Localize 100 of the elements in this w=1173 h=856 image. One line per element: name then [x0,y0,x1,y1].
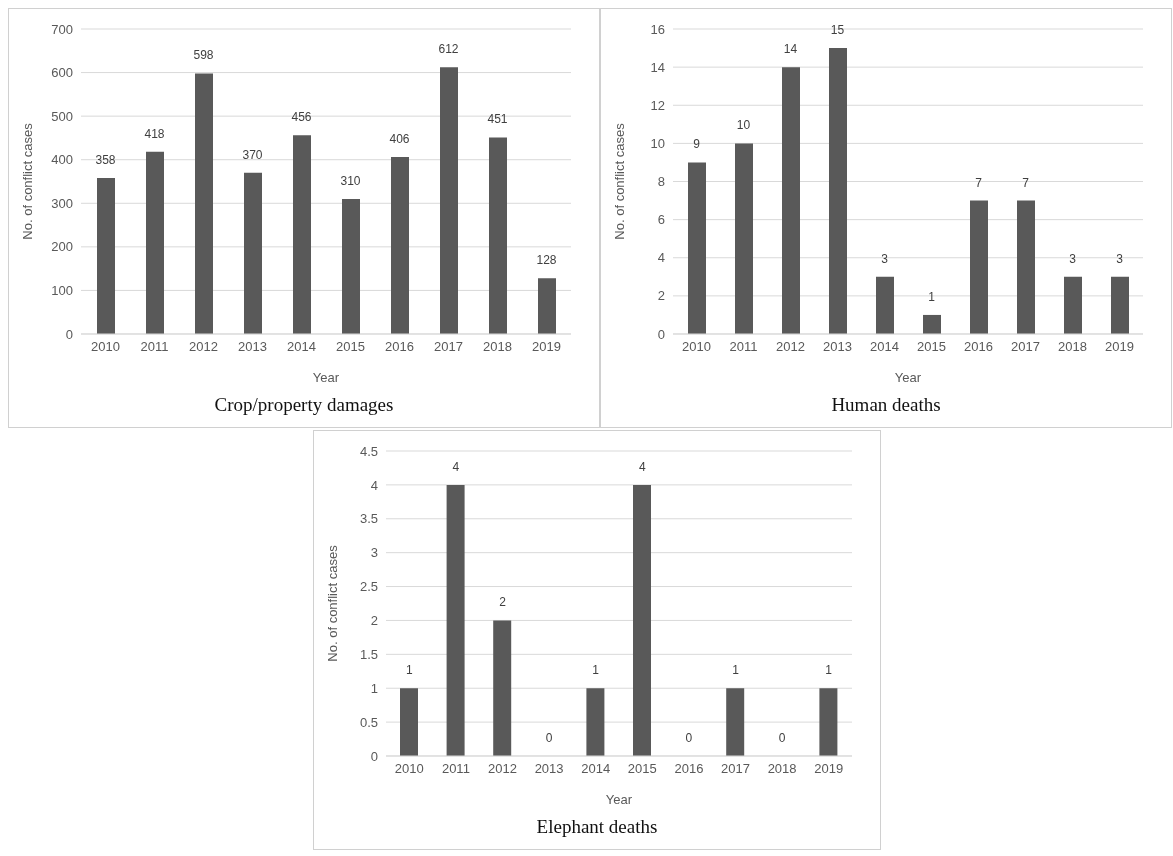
data-label: 1 [732,663,740,678]
data-label: 418 [144,126,165,141]
bar [97,178,115,334]
x-tick-label: 2014 [870,339,899,355]
data-label: 598 [193,48,214,63]
x-tick-label: 2016 [674,761,704,777]
data-label: 1 [825,663,833,678]
data-label: 456 [291,110,312,125]
bar [538,278,556,334]
x-tick-label: 2011 [729,339,758,355]
data-label: 9 [693,137,701,152]
bar [735,143,753,334]
data-label: 7 [1022,175,1030,190]
bar [391,157,409,334]
text: Crop/property damages [213,394,395,416]
y-tick-label: 4 [657,250,665,266]
y-tick-label: 0 [657,326,665,342]
bar [876,276,894,334]
x-axis-title: Year [605,792,633,807]
y-tick-label: 10 [650,135,665,151]
x-tick-label: 2015 [627,761,657,777]
bar [1064,276,1082,334]
y-tick-label: 14 [650,59,665,75]
bar [829,48,847,334]
y-tick-label: 2 [370,613,378,629]
y-tick-label: 300 [51,195,73,211]
data-label: 1 [928,289,936,304]
data-label: 358 [95,153,116,168]
y-tick-label: 400 [51,152,73,168]
x-tick-label: 2015 [917,339,946,355]
text: Human deaths [830,394,942,416]
y-tick-label: 0 [65,326,73,342]
x-tick-label: 2013 [238,339,267,355]
bar [195,73,213,334]
data-label: 10 [736,118,751,133]
bar [146,151,164,334]
y-axis-title: No. of conflict cases [324,544,340,662]
y-tick-label: 6 [657,212,665,228]
bar [782,67,800,334]
text: Elephant deaths [535,816,659,838]
x-tick-label: 2018 [767,761,797,777]
y-tick-label: 3 [370,545,378,561]
bar [1111,276,1129,334]
bar [446,484,465,756]
x-tick-label: 2018 [1058,339,1087,355]
y-tick-label: 600 [51,65,73,81]
bar [586,688,605,756]
x-tick-label: 2011 [441,761,470,777]
x-tick-label: 2018 [483,339,512,355]
y-tick-label: 0 [370,748,378,764]
x-tick-label: 2016 [385,339,414,355]
bar [923,314,941,334]
y-tick-label: 1 [370,680,378,696]
x-tick-label: 2014 [287,339,316,355]
x-tick-label: 2017 [1011,339,1040,355]
data-label: 3 [1069,251,1077,266]
bar [342,198,360,334]
bar [440,67,458,334]
y-tick-label: 2 [657,288,665,304]
data-label: 15 [830,23,845,38]
x-tick-label: 2019 [532,339,561,355]
bar [293,135,311,334]
x-tick-label: 2012 [488,761,517,777]
y-tick-label: 200 [51,239,73,255]
y-tick-label: 8 [657,174,665,190]
data-label: 1 [405,663,413,678]
data-label: 0 [545,731,553,745]
x-tick-label: 2019 [814,761,844,777]
y-tick-label: 0.5 [359,714,378,730]
y-tick-label: 1.5 [359,646,378,662]
data-label: 14 [783,42,798,57]
y-tick-label: 4.5 [359,443,378,459]
x-tick-label: 2012 [776,339,805,355]
bar [244,172,262,334]
x-tick-label: 2017 [721,761,750,777]
y-tick-label: 12 [650,97,665,113]
x-tick-label: 2017 [434,339,463,355]
bar [726,688,745,756]
data-label: 3 [881,251,889,266]
bar [493,620,512,756]
x-tick-label: 2010 [682,339,711,355]
data-label: 1 [592,663,600,678]
x-tick-label: 2016 [964,339,993,355]
bar [1017,200,1035,334]
bar [489,137,507,334]
data-label: 4 [452,459,460,474]
x-tick-label: 2012 [189,339,218,355]
y-axis-title: No. of conflict cases [611,122,627,240]
x-tick-label: 2015 [336,339,365,355]
y-axis-title: No. of conflict cases [19,122,35,240]
bar [970,200,988,334]
data-label: 2 [499,595,507,610]
x-tick-label: 2010 [91,339,120,355]
y-tick-label: 500 [51,108,73,124]
x-tick-label: 2013 [534,761,564,777]
x-tick-label: 2013 [823,339,852,355]
data-label: 128 [536,253,557,268]
data-label: 310 [340,173,361,188]
data-label: 0 [685,731,693,745]
data-label: 7 [975,175,983,190]
